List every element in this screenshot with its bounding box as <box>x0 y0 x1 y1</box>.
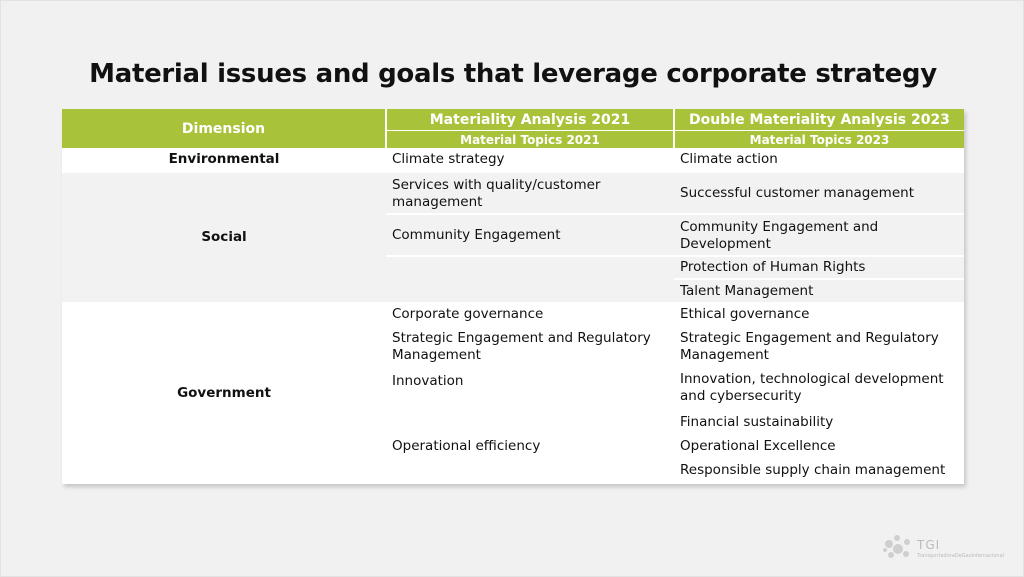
topic-2023: Strategic Engagement and Regulatory Mana… <box>680 330 939 363</box>
materiality-table: Dimension Materiality Analysis 2021 Doub… <box>62 109 964 484</box>
table-row: Innovation Innovation, technological dev… <box>62 368 964 411</box>
table-row: Environmental Climate strategy Climate a… <box>62 148 964 173</box>
topic-2023: Talent Management <box>674 279 964 302</box>
topic-2021: Operational efficiency <box>392 438 541 454</box>
page-title: Material issues and goals that leverage … <box>89 59 937 89</box>
table-row: Protection of Human Rights <box>62 256 964 302</box>
topic-2021-empty <box>386 256 674 302</box>
dimension-social: Social <box>62 172 386 302</box>
topic-2023: Innovation, technological development an… <box>680 371 944 404</box>
dimension-environmental: Environmental <box>62 148 386 173</box>
logo-subtitle: TransportadoraDeGasInternacional <box>917 553 1005 559</box>
topic-2023: Responsible supply chain management <box>680 462 946 478</box>
topic-2023: Financial sustainability <box>680 414 834 430</box>
topic-2023: Successful customer management <box>674 172 964 215</box>
topic-2023: Operational Excellence <box>680 438 836 454</box>
topic-2021: Corporate governance <box>392 306 544 322</box>
topic-2023: Ethical governance <box>680 306 810 322</box>
table-row: Social Services with quality/customer ma… <box>62 172 964 302</box>
topic-2023: Climate action <box>674 148 964 173</box>
topic-2021: Community Engagement <box>386 214 674 257</box>
header-topics-2021: Material Topics 2021 <box>385 130 674 148</box>
logo-name: TGI <box>917 538 941 552</box>
header-analysis-2021: Materiality Analysis 2021 <box>385 109 674 131</box>
topic-2023: Community Engagement and Development <box>674 214 964 257</box>
header-topics-2023: Material Topics 2023 <box>673 130 964 148</box>
table-row: Talent Management <box>62 279 964 302</box>
table-row: Government Corporate governance Ethical … <box>62 302 964 401</box>
header-analysis-2023: Double Materiality Analysis 2023 <box>673 109 964 131</box>
topic-2021: Innovation <box>392 373 464 389</box>
tgi-logo-icon <box>883 535 910 558</box>
topic-2021: Strategic Engagement and Regulatory Mana… <box>392 330 651 363</box>
topic-2021-empty <box>386 459 674 484</box>
topic-2021: Services with quality/customer managemen… <box>386 172 674 215</box>
dimension-government: Government <box>177 384 271 401</box>
header-dimension: Dimension <box>62 109 386 148</box>
table-row: Community Engagement Community Engagemen… <box>62 214 964 257</box>
topic-2021-empty <box>386 411 674 435</box>
table-row: Strategic Engagement and Regulatory Mana… <box>62 327 964 368</box>
topic-2023: Protection of Human Rights <box>674 256 964 280</box>
table-row: Operational efficiency Operational Excel… <box>62 435 964 459</box>
table-row: Financial sustainability <box>62 411 964 435</box>
table-row: Responsible supply chain management <box>62 459 964 484</box>
topic-2021: Climate strategy <box>386 148 674 173</box>
